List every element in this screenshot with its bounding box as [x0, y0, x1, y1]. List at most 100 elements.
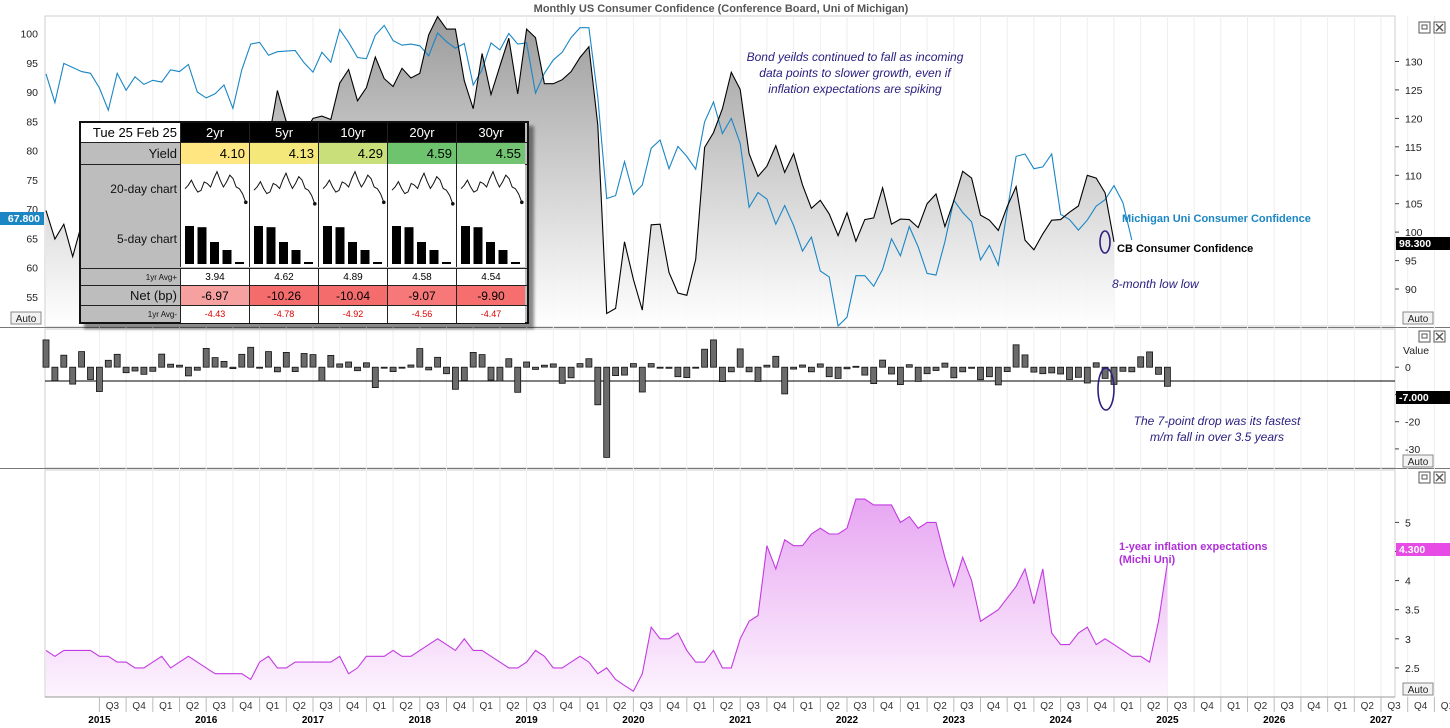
- bar-axis-tick: -20: [1405, 417, 1420, 429]
- bar: [1092, 362, 1100, 368]
- minibar-svg: [461, 226, 520, 264]
- yield-row-label: Yield: [148, 146, 177, 161]
- yield-5yr: 4.13: [249, 143, 318, 164]
- x-quarter-label: Q3: [106, 701, 120, 712]
- sparkline-svg: [184, 170, 248, 205]
- minibar: [291, 250, 301, 264]
- minibar: [461, 226, 470, 264]
- bar: [149, 366, 157, 372]
- bar: [594, 366, 602, 406]
- minibar: [429, 250, 439, 264]
- x-quarter-label: Q4: [666, 701, 680, 712]
- bar: [451, 366, 459, 390]
- bar: [825, 366, 833, 378]
- yield-10yr: 4.29: [318, 143, 387, 164]
- x-quarter-label: Q2: [827, 701, 841, 712]
- bar: [1155, 366, 1162, 375]
- bar-drop-highlight: [1097, 367, 1115, 411]
- minibar: [360, 250, 370, 264]
- avg-minus-row: 1yr Avg- -4.43 -4.78 -4.92 -4.56 -4.47: [81, 305, 527, 323]
- bar: [496, 366, 504, 382]
- sparkline-end-dot: [244, 200, 248, 205]
- bar: [184, 366, 192, 377]
- avg-plus-20yr: 4.58: [387, 269, 456, 286]
- inflation-axis-tick: 3: [1405, 634, 1411, 646]
- bar: [1101, 366, 1109, 379]
- avg-plus-5yr: 4.62: [249, 269, 318, 286]
- bar: [202, 347, 210, 368]
- bar: [78, 351, 85, 368]
- avg-plus-2yr: 3.94: [180, 269, 249, 286]
- bar: [345, 361, 353, 368]
- minibars-5d: [180, 214, 249, 267]
- bar: [1021, 354, 1029, 368]
- bar: [478, 354, 486, 368]
- bar: [291, 366, 299, 373]
- bar: [736, 348, 744, 368]
- x-quarter-label: Q1: [693, 701, 707, 712]
- inflation-series-label-2: (Michi Uni): [1119, 554, 1176, 566]
- bar: [416, 348, 424, 368]
- bar: [193, 366, 201, 371]
- inflation-axis-tick: 2.5: [1405, 663, 1420, 675]
- yield-table-date: Tue 25 Feb 25: [81, 123, 180, 142]
- bar: [950, 366, 958, 379]
- x-quarter-label: Q4: [346, 701, 360, 712]
- right-axis-tick: 125: [1405, 85, 1423, 97]
- minibar: [511, 262, 520, 264]
- sparkline-end-dot: [451, 202, 455, 206]
- panel-2-window-buttons[interactable]: [1418, 330, 1446, 343]
- minibar: [266, 227, 276, 264]
- bar: [532, 366, 539, 370]
- bar: [1066, 366, 1073, 380]
- yield-20yr: 4.59: [387, 143, 456, 164]
- bar: [701, 348, 708, 368]
- x-quarter-label: Q4: [1200, 701, 1214, 712]
- panel-1-window-buttons[interactable]: [1418, 21, 1446, 34]
- avg-plus-row: 1yr Avg+ 3.94 4.62 4.89 4.58 4.54: [81, 268, 527, 286]
- bar: [398, 366, 406, 369]
- panel-3-auto-button[interactable]: [1402, 682, 1434, 696]
- bar: [336, 363, 344, 368]
- left-axis-tick: 75: [26, 175, 38, 187]
- bar: [220, 360, 228, 368]
- minibars-5d: [456, 214, 525, 267]
- bar: [870, 366, 878, 385]
- bar: [229, 366, 237, 370]
- minibar: [210, 242, 219, 264]
- x-quarter-label: Q4: [453, 701, 467, 712]
- panel-1-auto-right-button[interactable]: [1402, 311, 1434, 325]
- header-5yr: 5yr: [249, 123, 318, 142]
- panel-2-auto-button[interactable]: [1402, 454, 1434, 468]
- bar: [327, 354, 335, 368]
- x-quarter-label: Q1: [1334, 701, 1348, 712]
- x-axis: Q3 Q4 Q1 Q2 Q3 Q4 Q1 Q2 Q3 Q4 Q1 Q2 Q3 Q4 Q1 Q2 Q3 Q4 Q1 Q2…: [45, 696, 1450, 726]
- panel-3-window-buttons[interactable]: [1418, 471, 1446, 484]
- bar: [505, 358, 513, 368]
- x-year-label: 2021: [729, 715, 752, 726]
- bar: [273, 366, 281, 373]
- minibar-svg: [254, 226, 313, 264]
- x-quarter-label: Q3: [640, 701, 654, 712]
- annotation-fastest-drop-1: The 7-point drop was its fastest: [1134, 414, 1301, 428]
- minibar: [185, 226, 194, 264]
- cb-value-badge-bg: [1396, 237, 1450, 250]
- bar: [407, 364, 415, 368]
- panel-3-auto-label: Auto: [1408, 685, 1429, 696]
- bar: [923, 366, 931, 375]
- net-5yr: -10.26: [249, 286, 318, 306]
- tick-labels: 55 60 65 70 75 80 85 90 95 100 90 95 100 105 110 115 120…: [20, 29, 1422, 675]
- michigan-value-badge: 67.800: [8, 213, 40, 225]
- minibar: [417, 242, 426, 264]
- x-quarter-label: Q2: [613, 701, 627, 712]
- left-axis-tick: 85: [26, 116, 38, 128]
- x-quarter-label: Q1: [1120, 701, 1134, 712]
- five-day-chart-row: 5-day chart: [81, 214, 527, 267]
- bar: [51, 366, 59, 382]
- x-year-label: 2022: [836, 715, 859, 726]
- bar: [710, 339, 717, 368]
- inflation-line: [45, 498, 1168, 692]
- panel-1-auto-left-button[interactable]: [10, 311, 42, 325]
- net-label: Net (bp): [130, 288, 177, 303]
- bar: [558, 366, 566, 384]
